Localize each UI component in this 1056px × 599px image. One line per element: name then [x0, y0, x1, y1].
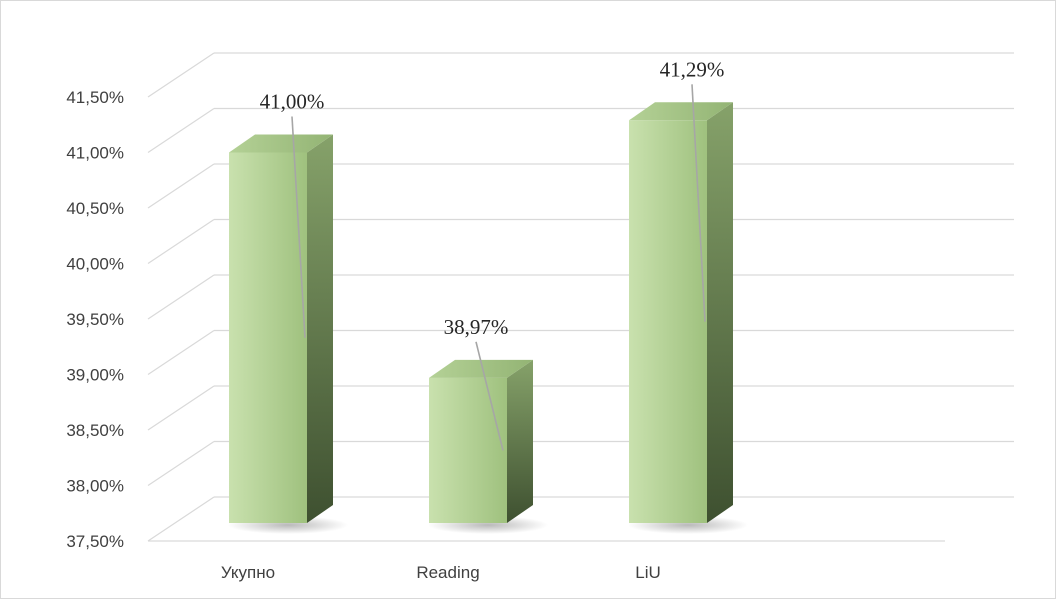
y-tick-label: 40,50% [66, 199, 124, 218]
bar-side [307, 134, 333, 523]
gridline-diagonal [147, 385, 215, 431]
gridline-diagonal [147, 496, 215, 542]
gridline-diagonal [147, 52, 215, 98]
y-tick-label: 39,50% [66, 310, 124, 329]
bar-front [429, 377, 507, 523]
data-labels: 41,00% 38,97% 41,29% [260, 57, 725, 451]
y-tick-label: 40,00% [66, 255, 124, 274]
leader-line [475, 341, 504, 451]
x-category-label: LiU [635, 563, 661, 582]
leader-line [691, 84, 706, 322]
y-tick-label: 41,00% [66, 144, 124, 163]
bars [228, 102, 748, 534]
y-tick-label: 38,50% [66, 421, 124, 440]
gridline-diagonal [147, 219, 215, 264]
y-axis-ticks: 37,50% 38,00% 38,50% 39,00% 39,50% 40,00% 40,5… [66, 88, 124, 551]
bar-укупно [229, 134, 333, 523]
data-label: 41,00% [260, 90, 325, 114]
y-tick-label: 37,50% [66, 532, 124, 551]
y-tick-label: 38,00% [66, 477, 124, 496]
bar-reading [429, 359, 533, 523]
gridline-diagonal [147, 274, 215, 320]
bar-side [507, 359, 533, 523]
bar-liu [629, 102, 733, 523]
gridlines [147, 52, 1014, 542]
x-category-label: Reading [416, 563, 479, 582]
gridline-diagonal [147, 441, 215, 486]
gridline-diagonal [147, 330, 215, 375]
x-axis-categories: Укупно Reading LiU [221, 563, 661, 582]
data-label: 38,97% [444, 315, 509, 339]
gridline-diagonal [147, 108, 215, 153]
bar-top [629, 102, 733, 121]
gridline-diagonal [147, 163, 215, 209]
bar-top [429, 359, 533, 378]
bar-side [707, 102, 733, 523]
bar-top [229, 134, 333, 153]
bar-front [229, 152, 307, 523]
leader-line [291, 116, 306, 338]
bar-front [629, 120, 707, 523]
x-category-label: Укупно [221, 563, 275, 582]
y-tick-label: 39,00% [66, 366, 124, 385]
data-label: 41,29% [660, 57, 725, 81]
y-tick-label: 41,50% [66, 88, 124, 107]
